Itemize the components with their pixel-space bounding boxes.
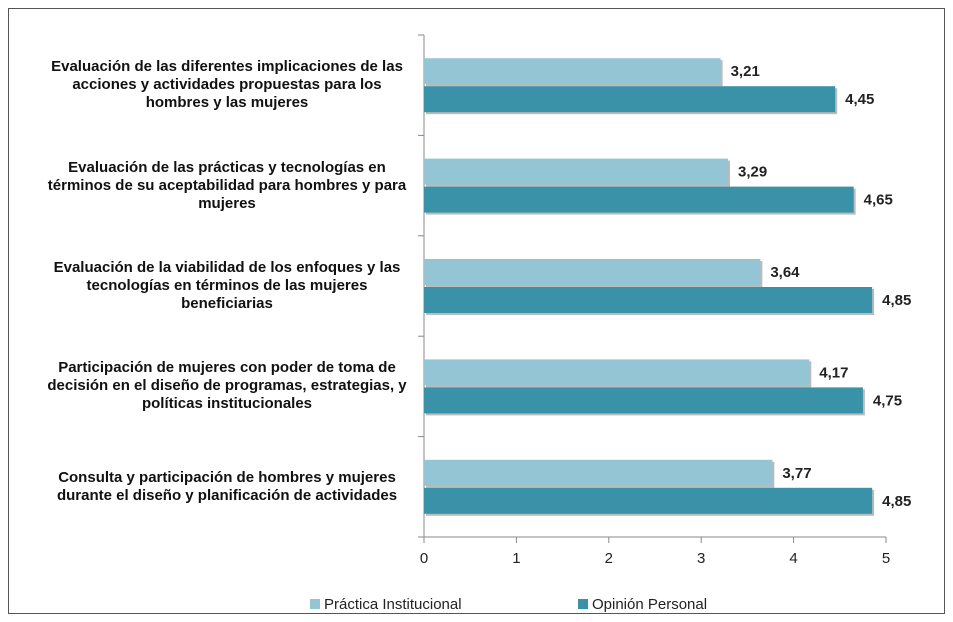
value-label-box <box>776 461 823 484</box>
value-label-box <box>876 289 923 311</box>
bar <box>424 58 721 85</box>
bar <box>424 487 873 514</box>
bar <box>424 186 854 213</box>
value-label: 4,65 <box>864 192 893 209</box>
value-label-box <box>813 361 860 384</box>
bar <box>424 387 863 414</box>
legend-swatch <box>578 599 588 609</box>
x-tick-label: 3 <box>697 550 705 567</box>
bar <box>424 359 810 386</box>
bar <box>424 259 761 285</box>
value-label-box <box>839 88 886 111</box>
value-label: 3,21 <box>731 63 760 80</box>
value-label-box <box>724 60 771 83</box>
value-label: 4,85 <box>882 493 911 510</box>
value-label-box <box>857 188 904 211</box>
legend-swatch <box>310 599 320 609</box>
bar <box>424 158 728 185</box>
x-tick-label: 4 <box>789 550 797 567</box>
value-label-box <box>731 160 778 183</box>
value-label-box <box>866 389 913 412</box>
x-tick-label: 1 <box>512 550 520 567</box>
frame <box>8 8 945 614</box>
value-label-box <box>876 489 923 512</box>
value-label: 3,77 <box>782 465 811 482</box>
value-label: 4,75 <box>873 392 902 409</box>
value-label: 4,17 <box>819 364 848 381</box>
category-label: Evaluación de la viabilidad de los enfoq… <box>53 259 401 312</box>
category-label: Participación de mujeres con poder de to… <box>47 359 407 413</box>
value-label: 3,29 <box>738 164 767 181</box>
value-label: 3,64 <box>770 264 800 281</box>
x-tick-label: 0 <box>420 550 428 567</box>
category-label: Evaluación de las diferentes implicacion… <box>51 58 403 112</box>
bar <box>424 459 773 486</box>
value-label: 4,85 <box>882 292 911 309</box>
category-label: Evaluación de las prácticas y tecnología… <box>47 158 407 212</box>
value-label: 4,45 <box>845 91 874 108</box>
bar <box>424 86 836 113</box>
category-label: Consulta y participación de hombres y mu… <box>56 468 398 504</box>
x-tick-label: 2 <box>605 550 613 567</box>
bar <box>424 287 873 313</box>
legend-label: Opinión Personal <box>592 596 707 613</box>
legend-label: Práctica Institucional <box>324 596 462 613</box>
value-label-box <box>764 261 811 283</box>
x-tick-label: 5 <box>882 550 890 567</box>
